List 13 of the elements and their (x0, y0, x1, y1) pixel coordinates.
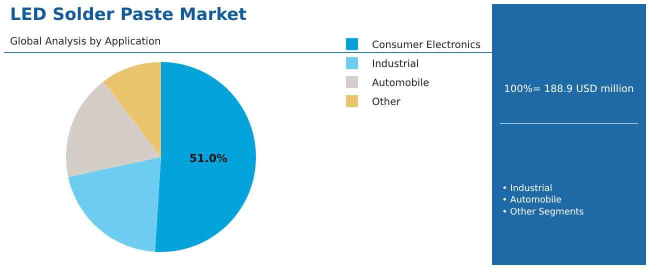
pie-slice (66, 82, 161, 178)
pie-slice (155, 62, 256, 252)
chart-title: LED Solder Paste Market (10, 4, 247, 25)
text: • Industrial • Automobile • Other Segments (502, 184, 584, 218)
data-label: 51.0% (189, 152, 228, 165)
text: 100%= 188.9 USD million (504, 84, 634, 95)
legend-label: Other (372, 97, 402, 108)
pie-slice (68, 157, 161, 252)
legend-label: Industrial (372, 59, 419, 70)
pie-slice (103, 62, 161, 157)
chart-subtitle: Global Analysis by Application (10, 36, 161, 48)
legend-label: Consumer Electronics (372, 40, 481, 52)
legend-label: Automobile (372, 78, 430, 90)
